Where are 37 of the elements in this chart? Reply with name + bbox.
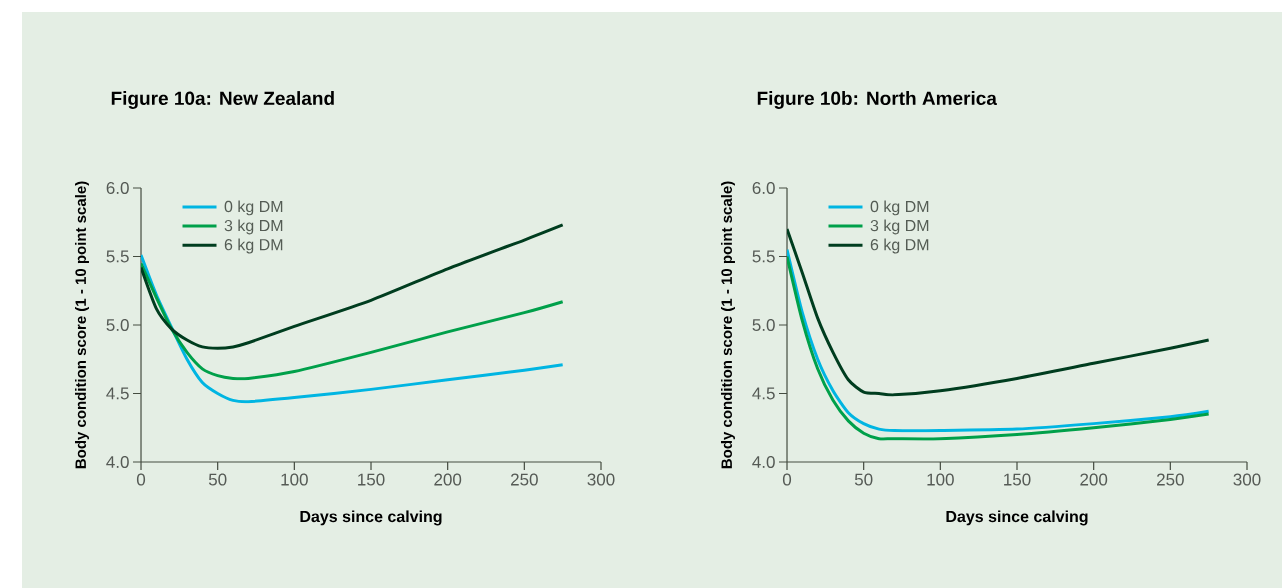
- line-series: [141, 261, 565, 381]
- legend-label: 6 kg DM: [224, 238, 283, 254]
- y-tick-label: 5.5: [106, 250, 129, 263]
- legend-label: 0 kg DM: [224, 200, 283, 216]
- x-tick-label: 50: [208, 473, 227, 486]
- y-axis-title: Body condition score (1 - 10 point scale): [720, 181, 735, 469]
- y-tick-label: 6.0: [752, 181, 775, 195]
- y-tick-label: 6.0: [106, 181, 129, 195]
- x-tick-label: 250: [511, 473, 538, 486]
- x-tick-label: 200: [434, 473, 462, 486]
- y-tick-label: 4.5: [752, 387, 775, 400]
- x-tick-label: 150: [1004, 473, 1031, 486]
- legend-label: 3 kg DM: [224, 219, 283, 235]
- chart-title: Figure 10b: North America: [757, 91, 997, 109]
- legend-label: 6 kg DM: [870, 238, 929, 254]
- x-tick-label: 250: [1157, 473, 1184, 486]
- y-tick-label: 5.0: [106, 318, 129, 332]
- x-tick-label: 300: [587, 473, 615, 486]
- x-tick-label: 0: [782, 473, 792, 486]
- x-tick-label: 300: [1233, 473, 1261, 486]
- y-tick-label: 4.0: [752, 455, 775, 469]
- x-axis-title: Days since calving: [300, 510, 442, 526]
- x-tick-label: 200: [1080, 473, 1108, 486]
- y-tick-label: 5.5: [752, 250, 775, 263]
- legend-label: 0 kg DM: [870, 200, 929, 216]
- y-axis-title: Body condition score (1 - 10 point scale): [75, 181, 89, 469]
- y-tick-label: 5.0: [752, 318, 775, 332]
- x-tick-label: 150: [358, 473, 385, 486]
- legend-label: 3 kg DM: [870, 219, 929, 235]
- x-tick-label: 0: [136, 473, 146, 486]
- x-tick-label: 50: [854, 473, 873, 486]
- y-tick-label: 4.5: [106, 387, 129, 400]
- chart-title: Figure 10a: New Zealand: [111, 91, 334, 109]
- x-tick-label: 100: [281, 473, 308, 486]
- x-axis-title: Days since calving: [946, 510, 1088, 526]
- y-tick-label: 4.0: [106, 455, 129, 469]
- x-tick-label: 100: [927, 473, 954, 486]
